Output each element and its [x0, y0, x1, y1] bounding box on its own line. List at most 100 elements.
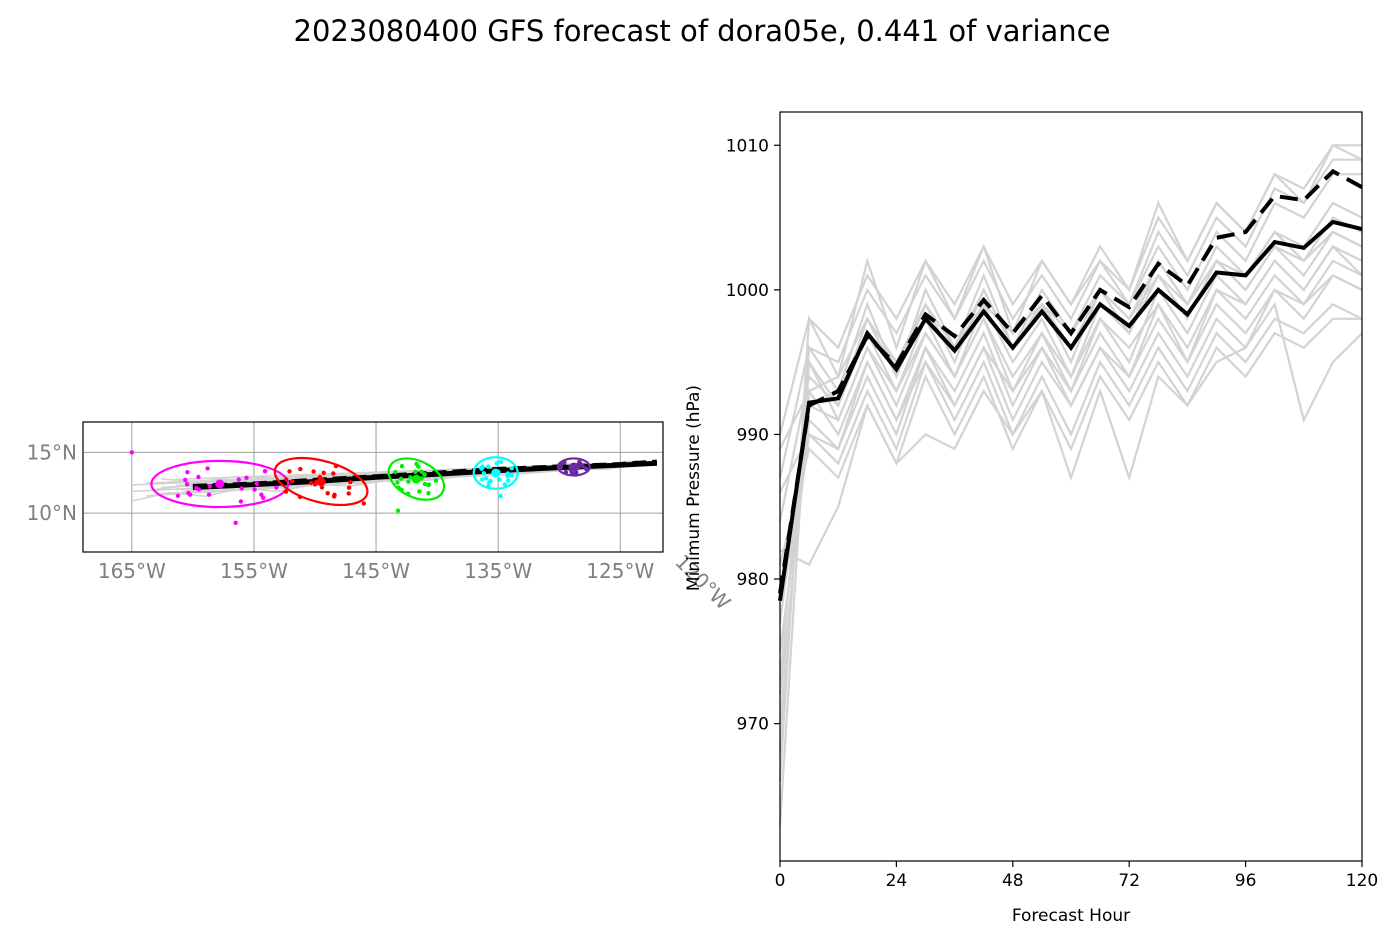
x-tick-label: 48: [1002, 871, 1024, 891]
map-member-point: [346, 491, 351, 496]
map-member-point: [505, 471, 510, 476]
map-member-point: [396, 485, 401, 490]
map-member-point: [480, 477, 485, 482]
map-member-point: [319, 485, 325, 490]
map-member-point: [183, 477, 188, 483]
map-member-point: [287, 469, 292, 474]
map-lat-tick-label: 15°N: [27, 440, 77, 464]
map-member-point: [331, 471, 336, 476]
map-member-point: [502, 482, 508, 487]
map-member-point: [408, 475, 413, 480]
map-member-point: [509, 466, 514, 471]
map-spread-ellipses: [150, 456, 591, 509]
map-outlier-point: [395, 508, 401, 513]
map-member-point: [175, 493, 181, 498]
map-member-point: [433, 478, 439, 483]
map-member-point: [562, 459, 567, 465]
map-member-point: [185, 470, 190, 475]
map-lon-tick-label: 155°W: [220, 559, 288, 583]
y-tick-label: 1010: [726, 136, 769, 156]
map-member-point: [393, 469, 398, 475]
x-axis-label: Forecast Hour: [1012, 906, 1130, 926]
x-tick-label: 72: [1118, 871, 1140, 891]
map-member-point: [311, 469, 316, 474]
map-member-points: [129, 450, 589, 526]
map-member-point: [419, 469, 424, 474]
map-member-point: [252, 487, 257, 492]
map-outlier-point: [233, 520, 238, 526]
map-member-point: [259, 492, 264, 497]
map-member-point: [484, 476, 489, 481]
pressure-member-line: [779, 274, 1363, 493]
map-lat-tick-label: 10°N: [27, 501, 77, 525]
map-member-point: [583, 466, 589, 471]
map-lon-tick-label: 145°W: [342, 559, 410, 583]
map-member-point: [205, 466, 210, 471]
map-member-point: [238, 499, 244, 504]
map-member-point: [413, 469, 418, 475]
map-lon-tick-label: 165°W: [98, 559, 166, 583]
map-member-point: [206, 492, 212, 497]
y-tick-label: 980: [737, 570, 769, 590]
map-member-point: [479, 466, 484, 471]
map-member-point: [395, 480, 400, 485]
map-member-point: [332, 494, 337, 499]
map-member-point: [236, 477, 241, 482]
x-tick-label: 0: [775, 871, 786, 891]
y-tick-label: 990: [737, 425, 769, 445]
map-member-point: [274, 485, 279, 490]
map-spread-ellipse: [273, 456, 369, 507]
map-outlier-point: [129, 450, 135, 455]
map-member-point: [348, 480, 353, 485]
map-member-point: [416, 464, 421, 469]
map-member-point: [509, 472, 514, 478]
map-member-point: [333, 463, 339, 469]
x-tick-label: 120: [1346, 871, 1378, 891]
map-member-point: [426, 482, 431, 488]
map-member-point: [426, 491, 431, 496]
pressure-series-lines: [778, 143, 1363, 825]
pressure-member-line: [778, 302, 1363, 652]
x-tick-label: 96: [1235, 871, 1257, 891]
map-member-point: [406, 479, 411, 484]
map-member-point: [207, 484, 212, 489]
map-member-point: [308, 480, 314, 486]
pressure-chart-ticks: 0 24 48 72 96 120 970 980 990 1000 1010: [726, 136, 1378, 891]
pressure-member-line: [778, 244, 1363, 681]
x-tick-label: 24: [886, 871, 908, 891]
map-member-point: [422, 472, 427, 477]
pressure-chart-panel: 0 24 48 72 96 120 970 980 990 1000 1010 Forecast H…: [684, 111, 1378, 926]
map-member-point: [578, 461, 583, 467]
map-member-point: [185, 482, 190, 487]
map-lon-tick-label: 135°W: [464, 559, 532, 583]
map-member-point: [573, 470, 579, 476]
map-mean-point: [569, 462, 579, 472]
map-member-point: [321, 470, 326, 475]
map-control-track: [192, 460, 658, 491]
map-member-point: [254, 481, 259, 486]
map-member-point: [186, 490, 191, 496]
map-member-point: [298, 466, 303, 472]
map-outlier-point: [361, 501, 367, 506]
map-member-point: [558, 462, 564, 467]
y-tick-label: 1000: [726, 281, 769, 301]
pressure-mean-line: [778, 168, 1363, 594]
map-outlier-point: [498, 493, 503, 499]
map-member-point: [244, 475, 249, 480]
map-member-point: [196, 474, 201, 480]
map-member-point: [406, 491, 411, 496]
map-member-point: [239, 486, 244, 491]
y-tick-label: 970: [737, 715, 769, 735]
map-member-point: [346, 485, 352, 490]
pressure-member-line: [779, 301, 1363, 567]
map-spread-ellipse: [472, 456, 519, 490]
map-member-point: [194, 486, 199, 491]
map-member-point: [481, 471, 487, 476]
map-member-point: [488, 478, 493, 484]
map-member-point: [399, 464, 405, 469]
map-frame: [82, 421, 664, 553]
map-member-point: [506, 478, 511, 483]
map-mean-point: [316, 477, 326, 487]
pressure-chart-frame: [779, 111, 1363, 862]
map-member-point: [283, 489, 289, 494]
